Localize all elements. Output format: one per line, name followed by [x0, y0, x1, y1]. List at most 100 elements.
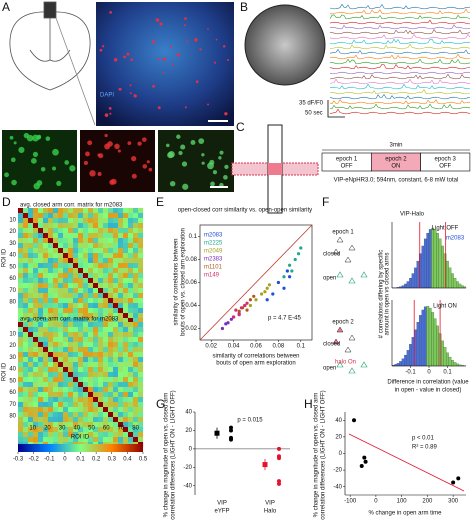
y-tick-label: -40: [333, 484, 342, 490]
matrix-cell: [63, 367, 69, 373]
matrix-cell: [63, 392, 69, 398]
matrix-cell: [23, 437, 29, 443]
matrix-cell: [23, 308, 29, 314]
matrix-cell: [93, 412, 99, 418]
matrix-cell: [28, 327, 34, 333]
y-tick-label: 0: [339, 451, 343, 457]
matrix-cell: [68, 308, 74, 314]
matrix-cell: [28, 258, 34, 264]
matrix-cell: [33, 337, 39, 343]
matrix-cell: [33, 238, 39, 244]
matrix-cell: [63, 337, 69, 343]
label: ROI ID: [2, 362, 8, 381]
point: [237, 313, 241, 317]
matrix-cell: [33, 327, 39, 333]
matrix-cell: [43, 372, 49, 378]
matrix-cell: [83, 248, 89, 254]
trace: [329, 8, 471, 15]
matrix-cell: [93, 367, 99, 373]
matrix-cell: [83, 228, 89, 234]
panel-label: H: [304, 397, 313, 411]
matrix-cell: [113, 313, 119, 319]
cell: [126, 52, 130, 56]
matrix-cell: [58, 303, 64, 309]
matrix-cell: [88, 228, 94, 234]
matrix-cell: [93, 253, 99, 259]
cell: [176, 53, 180, 57]
matrix-cell: [23, 288, 29, 294]
matrix-cell: [98, 387, 104, 393]
matrix-cell: [43, 357, 49, 363]
matrix-cell: [133, 322, 139, 328]
histogram-bar: [401, 358, 405, 367]
matrix-cell: [78, 288, 84, 294]
histogram-bar: [433, 318, 437, 367]
cell: [159, 22, 163, 26]
matrix-cell: [78, 238, 84, 244]
matrix-cell: [123, 298, 129, 304]
matrix-cell: [53, 337, 59, 343]
matrix-cell: [88, 422, 94, 428]
matrix-cell: [23, 327, 29, 333]
matrix-cell: [88, 243, 94, 249]
matrix-cell: [68, 243, 74, 249]
matrix-cell: [138, 288, 144, 294]
matrix-cell: [58, 248, 64, 254]
matrix-cell: [68, 238, 74, 244]
matrix-cell: [113, 342, 119, 348]
matrix-cell: [133, 268, 139, 274]
trace: [329, 33, 471, 40]
matrix-cell: [28, 218, 34, 224]
matrix-cell: [38, 372, 44, 378]
matrix-cell: [68, 273, 74, 279]
matrix-cell: [78, 397, 84, 403]
matrix-cell: [63, 283, 69, 289]
matrix-cell: [48, 318, 54, 324]
matrix-cell: [48, 417, 54, 423]
matrix-cell: [68, 293, 74, 299]
histogram-bar: [446, 352, 449, 367]
matrix-cell: [58, 332, 64, 338]
matrix-cell: [73, 223, 79, 229]
point: [265, 286, 269, 290]
matrix-cell: [113, 273, 119, 279]
matrix-cell: [38, 223, 44, 229]
matrix-cell: [63, 407, 69, 413]
matrix-cell: [63, 288, 69, 294]
cell: [118, 87, 122, 91]
matrix-cell: [28, 213, 34, 219]
cell: [170, 46, 173, 48]
matrix-cell: [53, 273, 59, 279]
matrix-cell: [128, 412, 134, 418]
matrix-cell: [83, 243, 89, 249]
matrix-cell: [113, 387, 119, 393]
matrix-cell: [73, 238, 79, 244]
matrix-cell: [113, 278, 119, 284]
y-tick-label: 50: [9, 264, 16, 270]
matrix-cell: [128, 293, 134, 299]
matrix-cell: [73, 412, 79, 418]
label: closed: [323, 252, 340, 258]
histogram-bar: [416, 260, 420, 289]
cell: [210, 181, 215, 187]
matrix-cell: [78, 392, 84, 398]
matrix-cell: [33, 223, 39, 229]
y-tick-label: 0.02: [185, 326, 197, 332]
scale-bar: [210, 186, 228, 188]
matrix-cell: [138, 377, 144, 383]
matrix-cell: [108, 248, 114, 254]
matrix-cell: [98, 377, 104, 383]
trace: [329, 53, 471, 60]
matrix-cell: [73, 437, 79, 443]
matrix-cell: [133, 352, 139, 358]
matrix-cell: [43, 347, 49, 353]
matrix-cell: [83, 258, 89, 264]
matrix-cell: [28, 263, 34, 269]
matrix-cell: [43, 318, 49, 324]
matrix-cell: [43, 377, 49, 383]
matrix-cell: [103, 372, 109, 378]
cell: [32, 134, 39, 142]
matrix-cell: [43, 303, 49, 309]
trace: [329, 48, 471, 55]
matrix-cell: [48, 308, 54, 314]
